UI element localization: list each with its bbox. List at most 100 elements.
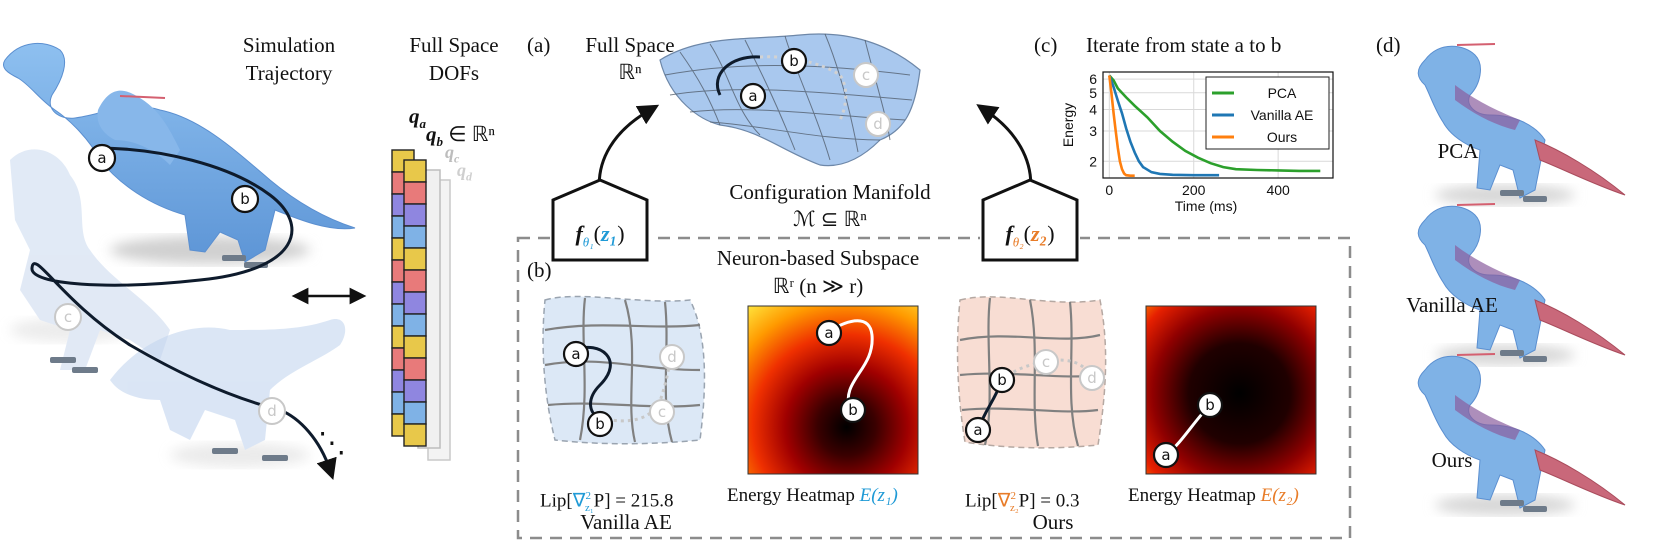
chart-xtick-label: 400 bbox=[1266, 182, 1290, 198]
subspace-box bbox=[516, 236, 1352, 540]
stands bbox=[50, 357, 288, 461]
latent-patch-vanilla bbox=[542, 295, 706, 445]
svg-text:b: b bbox=[848, 401, 858, 419]
chart-ytick-label: 3 bbox=[1089, 123, 1097, 139]
panel-a-title-line2: ℝⁿ bbox=[618, 60, 642, 84]
chart-ytick-label: 6 bbox=[1089, 71, 1097, 87]
svg-text:b: b bbox=[789, 52, 799, 70]
latent-patch-ours bbox=[956, 296, 1107, 449]
svg-text:a: a bbox=[973, 421, 982, 439]
heat-ours-label: Energy Heatmap E(z₂) bbox=[1128, 485, 1299, 506]
chart-series-line bbox=[1108, 75, 1135, 177]
panel-d-label-vanilla: Vanilla AE bbox=[1406, 293, 1498, 317]
svg-text:d: d bbox=[267, 402, 277, 420]
dof-column-a bbox=[403, 159, 427, 447]
dof-cell bbox=[403, 401, 427, 425]
svg-text:c: c bbox=[658, 403, 666, 421]
dof-cell bbox=[403, 379, 427, 403]
energy-chart: 0 200 400 2 3 456 Time (ms) Energy PCA Vanilla AE… bbox=[1060, 71, 1334, 214]
node-c-left: c bbox=[54, 303, 82, 331]
dof-cell bbox=[403, 269, 427, 293]
node-a-heat1: a bbox=[815, 319, 843, 347]
chart-xtick-label: 0 bbox=[1105, 182, 1113, 198]
svg-text:a: a bbox=[1161, 446, 1170, 464]
label-vanilla: Vanilla AE bbox=[580, 510, 672, 534]
node-d-vanilla: d bbox=[659, 344, 685, 370]
q-b-label: qb ∈ ℝⁿ bbox=[426, 122, 496, 150]
chart-series-line bbox=[1108, 75, 1220, 177]
chart-legend-label: Ours bbox=[1267, 129, 1297, 145]
dof-cell bbox=[403, 335, 427, 359]
svg-text:b: b bbox=[997, 371, 1007, 389]
chart-legend-label: PCA bbox=[1268, 85, 1297, 101]
chart-frame bbox=[1102, 71, 1334, 179]
svg-text:d: d bbox=[1087, 369, 1097, 387]
panel-c-title: Iterate from state a to b bbox=[1086, 33, 1282, 57]
chart-xtick-label: 200 bbox=[1182, 182, 1206, 198]
dof-cell bbox=[403, 423, 427, 447]
dof-title-line2: DOFs bbox=[428, 61, 480, 85]
node-b-vanilla: b bbox=[586, 410, 614, 438]
svg-text:b: b bbox=[240, 190, 250, 208]
chart-series-line bbox=[1108, 74, 1321, 173]
chart-legend: PCA Vanilla AE Ours bbox=[1205, 76, 1330, 150]
node-b-heat1: b bbox=[839, 396, 867, 424]
manifold-title-line1: Configuration Manifold bbox=[729, 180, 931, 204]
dof-title-line1: Full Space bbox=[409, 33, 499, 57]
trajectory-path bbox=[30, 146, 337, 480]
dof-cell bbox=[403, 203, 427, 227]
q-d-label: qd bbox=[457, 160, 472, 184]
dof-cell bbox=[403, 159, 427, 183]
node-c-manifold: c bbox=[853, 62, 879, 88]
svg-text:d: d bbox=[873, 115, 883, 133]
lip-vanilla: Lip[∇2z₁P] = 215.8 bbox=[540, 490, 674, 515]
heatmap-vanilla-path bbox=[827, 319, 874, 411]
svg-text:a: a bbox=[97, 149, 106, 167]
svg-text:b: b bbox=[1205, 396, 1215, 414]
node-c-vanilla: c bbox=[649, 399, 675, 425]
node-b-manifold: b bbox=[780, 47, 808, 75]
dof-cell bbox=[403, 225, 427, 249]
node-a-heat2: a bbox=[1152, 441, 1180, 469]
chart-xlabel: Time (ms) bbox=[1175, 198, 1237, 214]
svg-text:d: d bbox=[667, 348, 677, 366]
panel-d-label-pca: PCA bbox=[1437, 139, 1479, 163]
dino-result bbox=[1417, 43, 1626, 205]
chart-ytick-label: 4 bbox=[1089, 101, 1097, 117]
node-d-ours: d bbox=[1079, 365, 1105, 391]
node-d-manifold: d bbox=[865, 111, 891, 137]
dof-cell bbox=[403, 247, 427, 271]
panel-d-tag: (d) bbox=[1376, 33, 1401, 57]
q-c-label: qc bbox=[445, 142, 460, 166]
dino-solid bbox=[3, 42, 356, 268]
label-ours: Ours bbox=[1032, 510, 1074, 534]
node-b-ours: b bbox=[988, 366, 1016, 394]
panel-a-title-line1: Full Space bbox=[585, 33, 675, 57]
node-d-left: d bbox=[258, 397, 286, 425]
manifold-path-ab bbox=[716, 55, 761, 96]
trajectory-ellipsis: ⋱ bbox=[318, 426, 346, 459]
decoder1-label: fθ₁(z₁) bbox=[575, 221, 625, 250]
q-a-label: qa bbox=[409, 104, 426, 132]
chart-ytick-label: 2 bbox=[1089, 153, 1097, 169]
svg-text:b: b bbox=[595, 415, 605, 433]
node-b-left: b bbox=[230, 184, 260, 214]
svg-text:a: a bbox=[748, 87, 757, 105]
right-dinos bbox=[1417, 43, 1626, 515]
manifold-title-line2: ℳ ⊆ ℝⁿ bbox=[793, 207, 867, 231]
sim-title-line1: Simulation bbox=[242, 33, 336, 57]
node-a-manifold: a bbox=[739, 82, 767, 110]
heat-vanilla-label: Energy Heatmap E(z₁) bbox=[727, 485, 898, 506]
panel-c-tag: (c) bbox=[1034, 33, 1058, 57]
svg-text:c: c bbox=[64, 308, 72, 326]
svg-text:a: a bbox=[571, 345, 580, 363]
node-a-vanilla: a bbox=[562, 340, 590, 368]
panel-b-title-line1: Neuron-based Subspace bbox=[716, 246, 920, 270]
chart-ylabel: Energy bbox=[1060, 103, 1076, 147]
decoder2-label: fθ₂(z₂) bbox=[1005, 221, 1055, 250]
panel-b-title-line2: ℝʳ (n ≫ r) bbox=[772, 274, 864, 298]
panel-a-tag: (a) bbox=[527, 33, 551, 57]
node-a-left: a bbox=[87, 143, 117, 173]
dof-cell bbox=[403, 357, 427, 381]
sim-title-line2: Trajectory bbox=[245, 61, 333, 85]
